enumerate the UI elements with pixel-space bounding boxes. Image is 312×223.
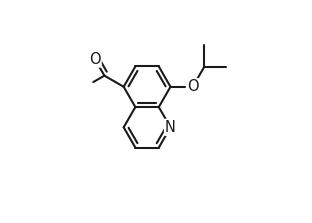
Text: O: O [89, 52, 100, 66]
Text: O: O [187, 79, 198, 94]
Text: N: N [165, 120, 176, 135]
